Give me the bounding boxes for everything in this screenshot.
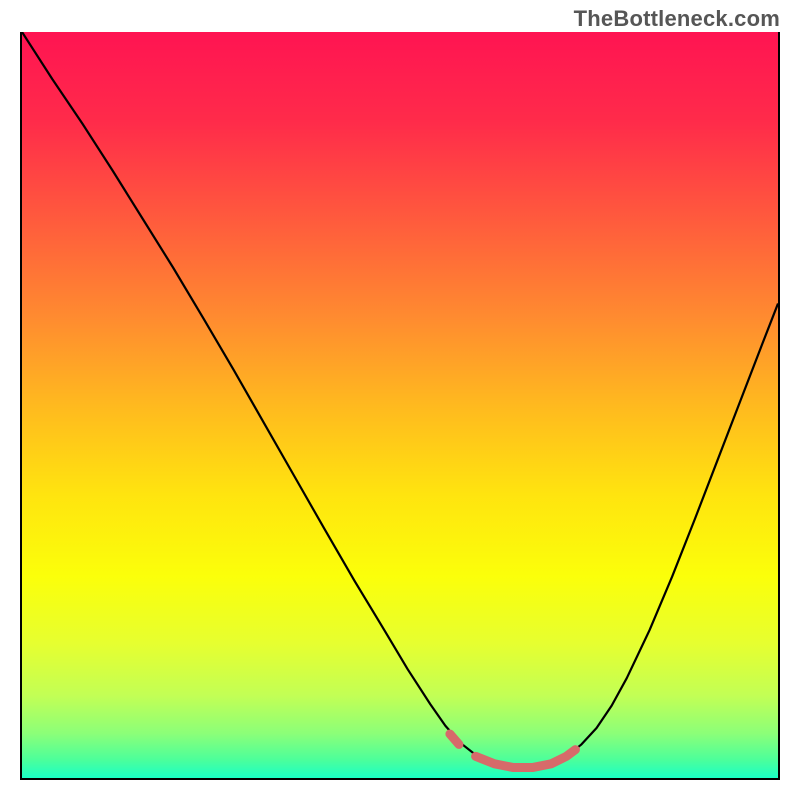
curve-layer	[22, 32, 778, 778]
plot-area	[20, 32, 780, 780]
marker-segment	[476, 750, 576, 768]
watermark-text: TheBottleneck.com	[574, 6, 780, 32]
bottleneck-curve	[22, 32, 778, 768]
marker-segment	[450, 734, 459, 744]
